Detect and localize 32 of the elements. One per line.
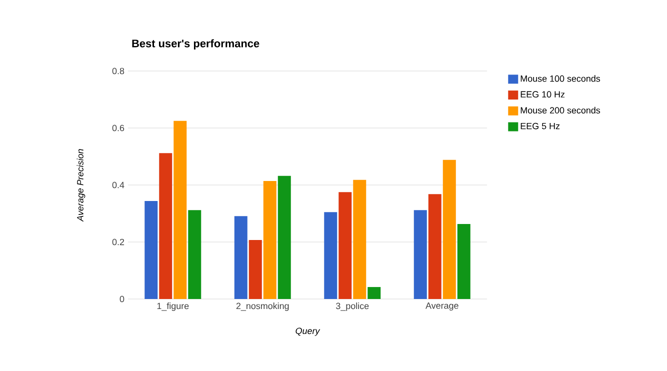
x-tick-label: 1_figure [157, 302, 189, 311]
bar [248, 240, 262, 299]
legend-label: EEG 5 Hz [520, 122, 560, 130]
bar [457, 224, 470, 299]
x-tick-label: 2_nosmoking [236, 302, 289, 311]
bar [263, 181, 276, 299]
bar [234, 216, 248, 299]
x-axis-title: Query [296, 328, 320, 336]
y-axis-title: Average Precision [76, 149, 86, 222]
chart-title: Best user's performance [132, 39, 260, 50]
y-tick-label: 0.8 [112, 68, 124, 74]
bar [144, 200, 158, 299]
y-tick-label: 0.4 [112, 182, 124, 188]
bar [338, 192, 352, 299]
x-tick-label: 3_police [336, 302, 369, 311]
legend-label: EEG 10 Hz [520, 91, 565, 98]
legend-label: Mouse 100 seconds [520, 75, 600, 82]
bar [159, 153, 172, 299]
bar [442, 160, 456, 299]
bar [324, 212, 338, 299]
y-tick-label: 0.6 [112, 124, 124, 132]
bar [188, 210, 202, 299]
y-tick-label: 0 [120, 296, 124, 302]
bar [174, 120, 187, 299]
bar [414, 210, 427, 299]
legend-label: Mouse 200 seconds [520, 106, 600, 114]
bar [353, 180, 366, 299]
bar [368, 287, 381, 299]
bar [278, 176, 291, 299]
bar [428, 194, 442, 299]
y-tick-label: 0.2 [112, 238, 124, 246]
x-tick-label: Average [426, 302, 458, 311]
